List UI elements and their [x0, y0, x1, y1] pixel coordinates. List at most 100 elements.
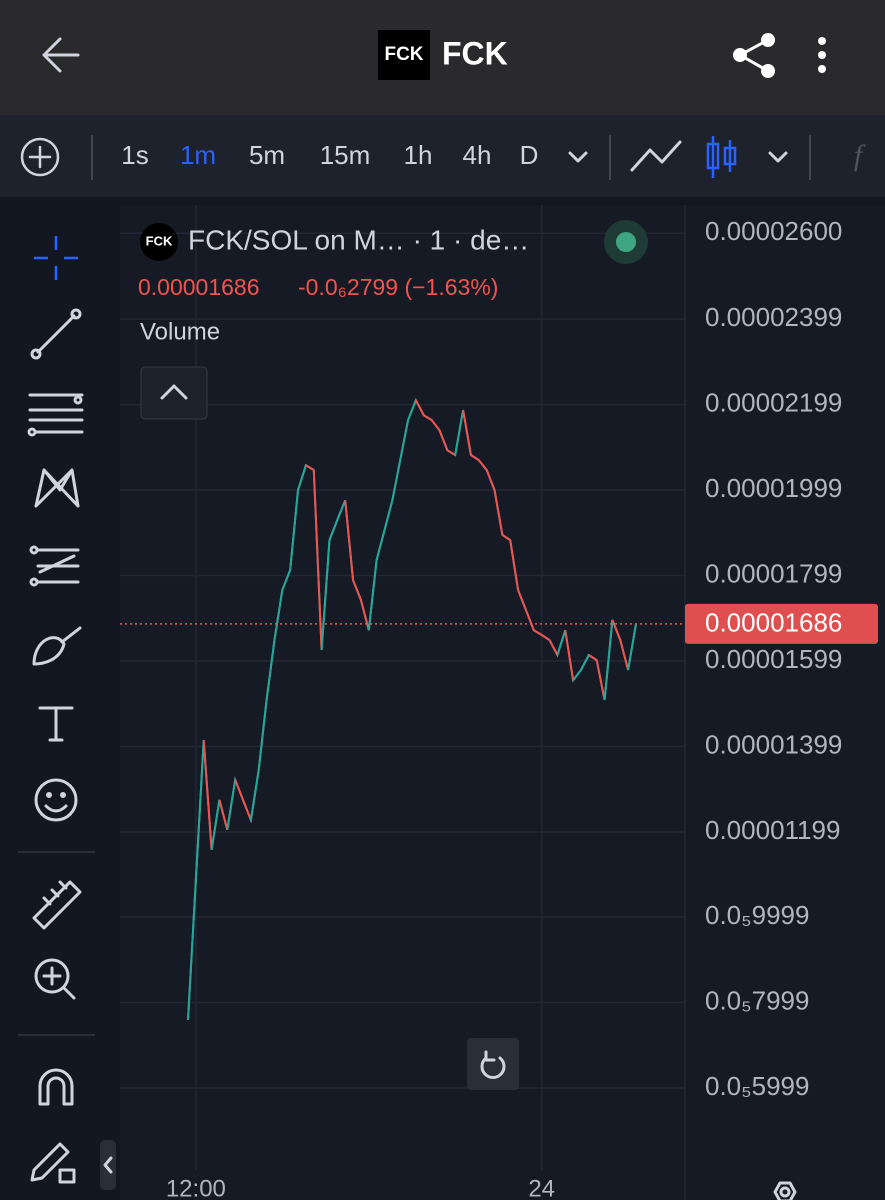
price-step — [257, 699, 268, 771]
collapse-legend-button[interactable] — [140, 366, 208, 420]
timeframe-option[interactable]: 5m — [249, 140, 285, 170]
y-tick-label: 0.00002199 — [705, 387, 842, 417]
price-step — [556, 629, 567, 656]
price-step — [336, 499, 347, 521]
price-step — [312, 469, 323, 650]
collapse-legend-icon — [160, 384, 188, 400]
reset-button[interactable] — [467, 1038, 519, 1090]
pattern-tool[interactable] — [34, 468, 80, 508]
trend-line-tool[interactable] — [30, 308, 82, 360]
price-step — [541, 634, 551, 641]
price-step — [281, 569, 292, 591]
y-tick-label: 0.00002600 — [705, 216, 842, 246]
price-step — [627, 623, 637, 671]
header-title: FCK — [442, 35, 508, 71]
price-step — [202, 739, 213, 850]
price-step — [517, 589, 527, 611]
last-price-label: 0.00001686 — [705, 608, 842, 638]
price-step — [533, 629, 543, 636]
y-tick-label: 0.00002399 — [705, 302, 842, 332]
emoji-tool[interactable] — [34, 778, 78, 822]
grid: 0.00002600 0.00002399 0.00002199 0.00001999… — [120, 205, 842, 1200]
price-step — [572, 669, 582, 681]
price-step — [352, 579, 362, 601]
timeframe-option[interactable]: D — [520, 140, 539, 170]
price-step — [501, 534, 511, 541]
price-step — [548, 639, 559, 656]
fib-tool[interactable] — [27, 393, 84, 437]
y-tick-label: 0.00001199 — [705, 815, 840, 845]
projection-tool[interactable] — [29, 545, 80, 587]
price-step — [226, 779, 237, 830]
price-step — [399, 419, 410, 461]
price-step — [289, 489, 300, 571]
y-tick-label: 0.00001799 — [705, 558, 842, 588]
price-step — [391, 459, 402, 501]
price-step — [564, 630, 575, 681]
price-step — [249, 769, 260, 821]
price-step — [273, 589, 284, 641]
price-step — [611, 619, 622, 641]
price-step — [383, 500, 394, 531]
price-step — [525, 609, 535, 631]
price-step — [580, 654, 590, 671]
x-tick-label: 12:00 — [166, 1175, 226, 1200]
timeframe-option[interactable]: 15m — [320, 140, 371, 170]
collapse-button[interactable] — [100, 1140, 116, 1190]
last-price-tag — [685, 603, 878, 644]
ruler-tool[interactable] — [32, 880, 82, 930]
share-button[interactable] — [733, 33, 775, 78]
tools-panel — [0, 197, 110, 1200]
timeframe-option[interactable]: 4h — [463, 140, 492, 170]
lock-tool[interactable] — [30, 1142, 76, 1184]
brush-tool[interactable] — [32, 626, 82, 666]
y-tick-label: 0.00001999 — [705, 473, 842, 503]
timeframe-dropdown[interactable] — [568, 151, 588, 163]
price-step — [218, 799, 229, 831]
price-step — [328, 519, 339, 541]
price-step — [588, 654, 598, 661]
timeframe-option[interactable]: 1m — [180, 140, 216, 170]
zoom-tool[interactable] — [34, 958, 76, 1000]
crosshair-tool[interactable] — [34, 236, 78, 280]
settings-button[interactable] — [773, 1181, 797, 1200]
price-step — [407, 399, 417, 421]
chart-type-dropdown[interactable] — [768, 151, 788, 163]
price-step — [367, 560, 378, 631]
text-tool[interactable] — [38, 706, 74, 742]
x-tick-label: 24 — [528, 1175, 555, 1200]
price-step — [430, 419, 441, 431]
price-step — [619, 639, 630, 671]
price-step — [242, 799, 252, 821]
magnet-tool[interactable] — [38, 1068, 74, 1106]
price-step — [415, 399, 425, 416]
timeframe-option[interactable]: 1s — [121, 140, 148, 170]
status-dot — [616, 232, 636, 252]
legend-logo-text: FCK — [146, 233, 173, 248]
price-step — [187, 879, 197, 1021]
price-step — [423, 414, 433, 421]
plot: 0.00001686 — [120, 397, 878, 1021]
price-step — [194, 740, 205, 880]
legend-price: 0.00001686 — [138, 274, 260, 300]
back-button[interactable] — [42, 37, 80, 73]
price-step — [438, 429, 449, 451]
tools — [18, 236, 95, 1184]
price-step — [493, 489, 504, 536]
add-symbol[interactable] — [20, 137, 60, 177]
candle-chart-type[interactable] — [706, 136, 737, 178]
toolbar — [0, 115, 885, 197]
price-step — [234, 779, 244, 801]
collapse-icon — [103, 1156, 113, 1174]
y-tick-label: 0.0₅7999 — [705, 985, 809, 1015]
price-step — [344, 500, 355, 581]
price-step — [265, 639, 276, 701]
timeframe-option[interactable]: 1h — [404, 140, 433, 170]
timeframes: 1s 1m 5m 15m 1h 4h D — [121, 140, 538, 170]
price-step — [305, 464, 315, 471]
price-step — [297, 464, 307, 491]
legend-change: -0.0₆2799 (−1.63%) — [298, 274, 498, 300]
menu-button[interactable] — [818, 37, 826, 73]
line-chart-type[interactable] — [630, 140, 682, 172]
